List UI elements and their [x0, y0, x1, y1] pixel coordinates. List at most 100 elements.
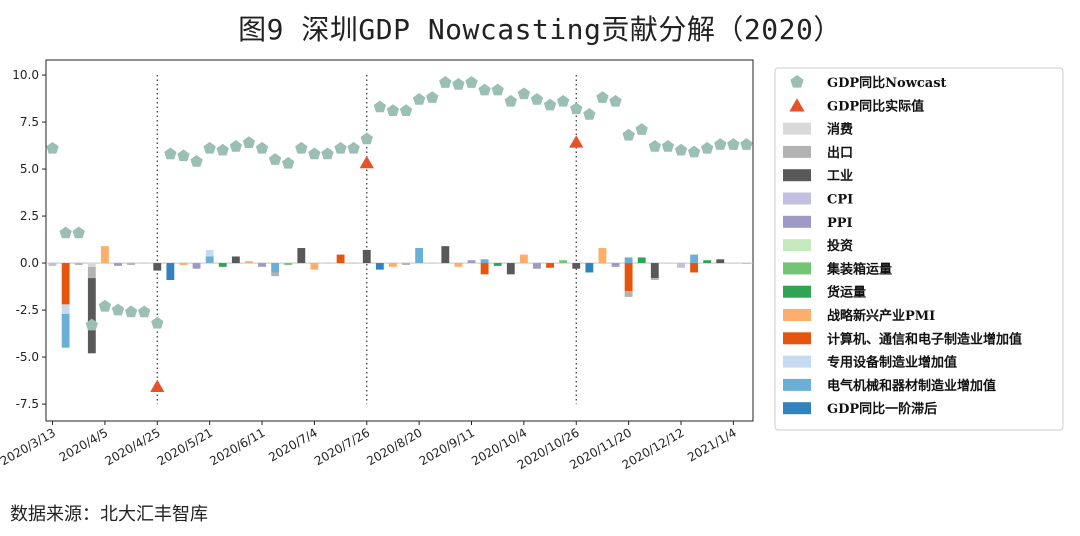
- contribution-bar: [245, 261, 253, 264]
- contribution-bar: [559, 260, 568, 264]
- contribution-bar: [506, 263, 515, 275]
- x-tick-label: 2020/4/5: [57, 425, 111, 464]
- contribution-bar: [87, 266, 96, 279]
- legend-swatch: [783, 402, 811, 415]
- nowcast-point: [268, 153, 282, 165]
- nowcast-point: [399, 104, 413, 117]
- contribution-bar: [624, 291, 633, 297]
- plot-frame: [45, 59, 754, 422]
- contribution-bar: [166, 263, 175, 280]
- legend-actual-marker: [789, 98, 805, 112]
- chart-title: 图9 深圳GDP Nowcasting贡献分解（2020）: [238, 13, 842, 46]
- nowcast-point: [72, 226, 85, 239]
- legend-swatch: [783, 332, 811, 345]
- nowcast-point: [334, 141, 347, 154]
- y-tick-label: -7.5: [16, 397, 39, 411]
- legend-label: 集装箱运量: [826, 261, 892, 277]
- nowcast-point: [229, 139, 243, 152]
- nowcast-point: [674, 143, 688, 156]
- legend-swatch: [783, 122, 811, 135]
- legend-swatch: [783, 262, 811, 275]
- nowcast-point: [714, 138, 727, 150]
- contribution-bar: [454, 263, 463, 267]
- contribution-bar: [179, 263, 188, 265]
- contribution-bar: [284, 263, 293, 265]
- x-tick-label: 2020/7/4: [266, 425, 320, 464]
- nowcast-point: [491, 83, 504, 96]
- nowcast-point: [504, 94, 517, 107]
- y-tick-label: 5.0: [20, 162, 39, 176]
- actual-point: [569, 135, 584, 148]
- legend-swatch: [783, 192, 811, 205]
- contribution-bar: [663, 263, 672, 265]
- nowcast-point: [622, 128, 635, 141]
- nowcast-point: [360, 132, 373, 145]
- contribution-bar: [231, 256, 240, 264]
- actual-point: [359, 155, 374, 169]
- nowcast-point: [609, 94, 622, 107]
- nowcast-point: [583, 108, 596, 120]
- contribution-bar: [271, 272, 280, 277]
- source-note: 数据来源：北大汇丰智库: [10, 504, 208, 525]
- nowcast-point: [439, 76, 452, 88]
- x-tick-label: 2020/6/11: [207, 425, 267, 468]
- contribution-bar: [297, 248, 306, 264]
- contribution-bar: [74, 263, 83, 265]
- contribution-bar: [585, 263, 594, 273]
- nowcast-point: [98, 299, 112, 312]
- y-tick-label: 10.0: [12, 68, 39, 82]
- legend-label: 战略新兴产业PMI: [827, 308, 935, 324]
- contribution-bar: [100, 246, 109, 264]
- legend-label: 专用设备制造业增加值: [827, 355, 957, 371]
- nowcast-point: [465, 76, 478, 88]
- contribution-bar: [690, 254, 699, 264]
- plot-area: -7.5-5.0-2.50.02.55.07.510.02020/3/13202…: [0, 59, 754, 472]
- contribution-bar: [703, 260, 712, 264]
- contribution-bar: [258, 263, 266, 267]
- legend-label: GDP同比Nowcast: [827, 75, 947, 91]
- y-tick-label: -5.0: [16, 350, 39, 364]
- legend-frame: [774, 67, 1064, 431]
- legend-swatch: [783, 215, 811, 228]
- nowcast-point: [740, 138, 753, 150]
- x-tick-label: 2021/1/4: [685, 425, 739, 464]
- contribution-bar: [140, 263, 149, 265]
- legend-label: 投资: [827, 238, 853, 254]
- legend-swatch: [783, 239, 811, 252]
- contribution-bar: [87, 263, 96, 267]
- legend-label: 消费: [827, 122, 853, 138]
- legend-swatch: [783, 355, 811, 368]
- nowcast-point: [478, 83, 491, 96]
- nowcast-point: [124, 305, 138, 318]
- contribution-bar: [611, 263, 620, 267]
- legend-swatch: [783, 169, 811, 182]
- nowcast-point: [530, 92, 544, 105]
- contribution-bar: [336, 254, 345, 264]
- contribution-bar: [192, 263, 201, 269]
- legend-label: 计算机、通信和电子制造业增加值: [827, 331, 1022, 347]
- x-tick-label: 2020/5/21: [155, 425, 215, 468]
- contribution-bar: [598, 248, 607, 264]
- contribution-bar: [310, 263, 319, 270]
- nowcast-point: [46, 141, 59, 154]
- nowcast-point: [111, 303, 125, 316]
- x-tick-label: 2020/7/26: [312, 425, 372, 468]
- nowcast-point: [596, 91, 609, 103]
- nowcast-point: [216, 143, 229, 156]
- contribution-bar: [480, 259, 489, 264]
- nowcast-point: [635, 123, 648, 135]
- legend-label: 货运量: [827, 285, 866, 301]
- contribution-bar: [716, 259, 725, 264]
- nowcast-point: [59, 226, 72, 239]
- contribution-bar: [48, 263, 57, 266]
- contribution-bar: [441, 246, 450, 264]
- contribution-bar: [61, 304, 70, 314]
- contribution-bar: [205, 249, 214, 257]
- nowcast-point: [543, 98, 557, 111]
- legend-label: GDP同比一阶滞后: [827, 401, 937, 417]
- contribution-bar: [729, 263, 738, 265]
- contribution-bar: [402, 263, 410, 265]
- nowcast-point: [426, 91, 439, 103]
- nowcast-point: [138, 305, 151, 318]
